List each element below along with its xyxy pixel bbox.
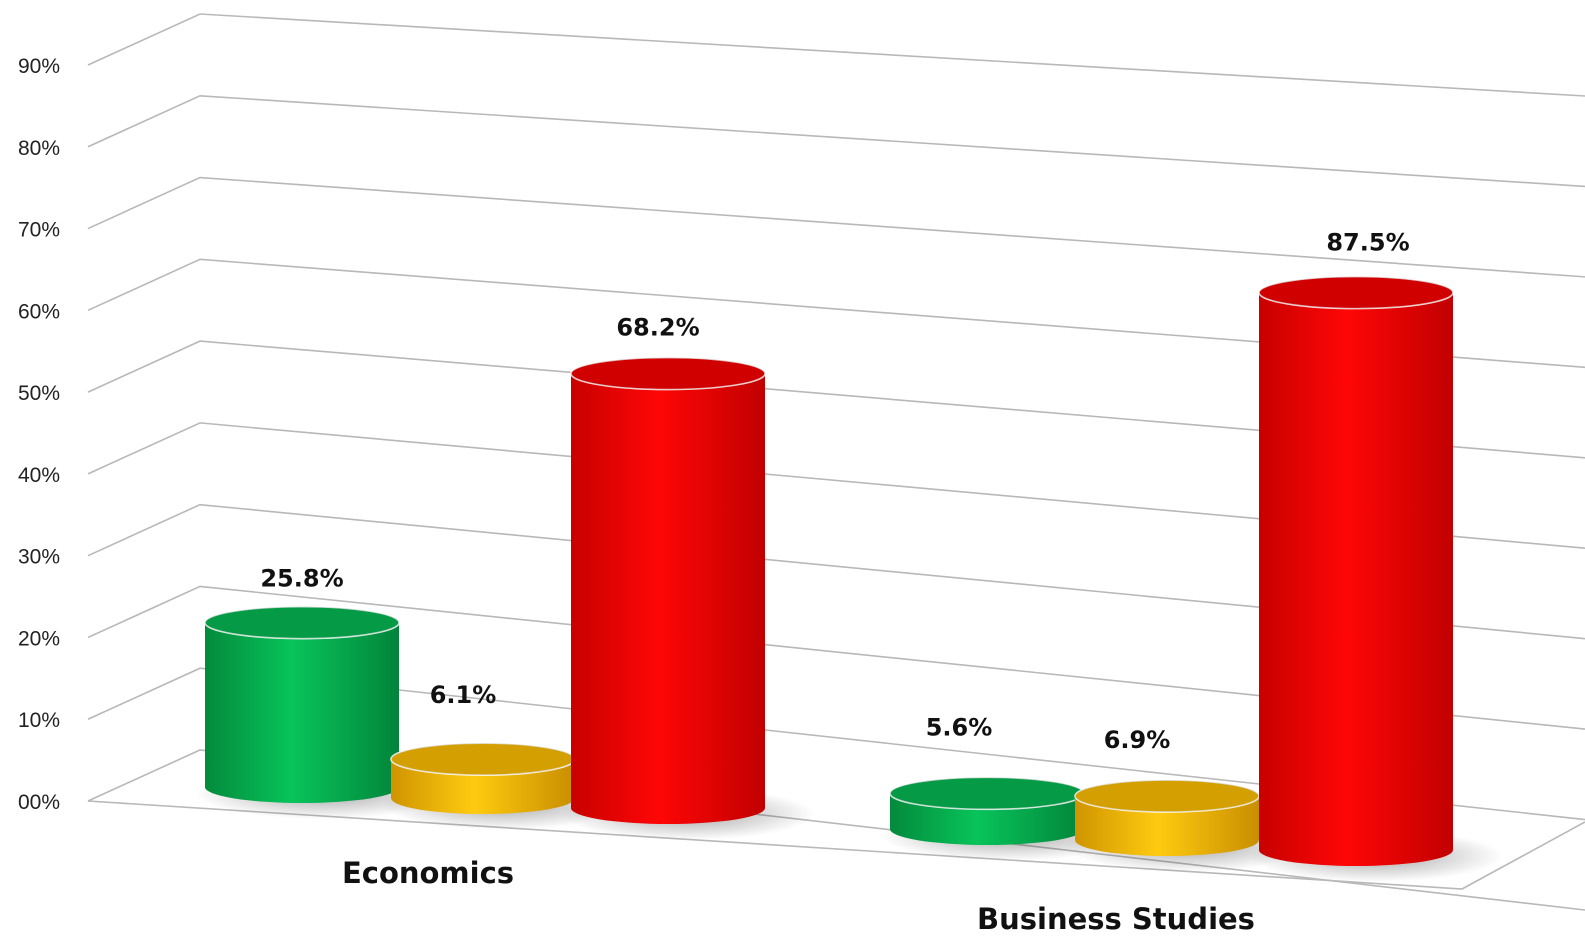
- y-tick-label: 10%: [18, 709, 60, 732]
- data-label: 5.6%: [926, 713, 993, 741]
- y-tick-label: 00%: [18, 791, 60, 814]
- bar-top-shade: [890, 777, 1084, 810]
- y-tick-label: 20%: [18, 627, 60, 650]
- data-label: 6.9%: [1104, 726, 1171, 754]
- y-tick-label: 80%: [18, 137, 60, 160]
- bar-top-shade: [1075, 780, 1259, 813]
- bar: [1249, 275, 1503, 882]
- y-axis: 00% 10% 20% 30% 40% 50% 60% 70% 80% 90%: [18, 55, 60, 814]
- bar-top: [1258, 275, 1454, 310]
- bar: [561, 356, 815, 840]
- y-tick-label: 30%: [18, 546, 60, 569]
- gridline: [87, 585, 1585, 730]
- data-label: 87.5%: [1326, 229, 1409, 257]
- bar-body: [571, 373, 765, 824]
- data-label: 6.1%: [430, 681, 497, 709]
- gridline: [87, 94, 1585, 188]
- bar-top-shade: [1259, 276, 1453, 309]
- bar-top-shade: [391, 743, 575, 776]
- bar-top: [570, 356, 766, 391]
- x-axis: Economics Business Studies: [342, 856, 1255, 936]
- gridline: [87, 422, 1585, 550]
- gridline: [87, 340, 1585, 459]
- x-tick-label: Business Studies: [977, 902, 1255, 936]
- bar-body: [205, 622, 399, 803]
- floor-edge: [87, 800, 1585, 890]
- gridline: [87, 13, 1585, 97]
- data-label: 68.2%: [616, 314, 699, 342]
- gridline: [87, 258, 1585, 369]
- gridline: [87, 667, 1585, 821]
- y-tick-label: 40%: [18, 464, 60, 487]
- data-labels: 25.8% 6.1% 68.2% 5.6% 6.9% 87.5%: [260, 229, 1409, 754]
- bar-top-shade: [205, 606, 399, 639]
- bar-body: [1259, 292, 1453, 866]
- data-label: 25.8%: [260, 565, 343, 593]
- y-tick-label: 60%: [18, 300, 60, 323]
- bars: [195, 275, 1503, 882]
- x-tick-label: Economics: [342, 856, 514, 890]
- y-tick-label: 50%: [18, 382, 60, 405]
- gridline: [87, 176, 1585, 278]
- bar-top: [204, 605, 400, 640]
- bar-body: [1075, 796, 1259, 856]
- y-tick-label: 90%: [18, 55, 60, 78]
- bar-top-shade: [571, 357, 765, 390]
- gridline: [87, 503, 1585, 640]
- y-tick-label: 70%: [18, 219, 60, 242]
- gridlines: [87, 13, 1585, 911]
- bar: [1065, 779, 1309, 872]
